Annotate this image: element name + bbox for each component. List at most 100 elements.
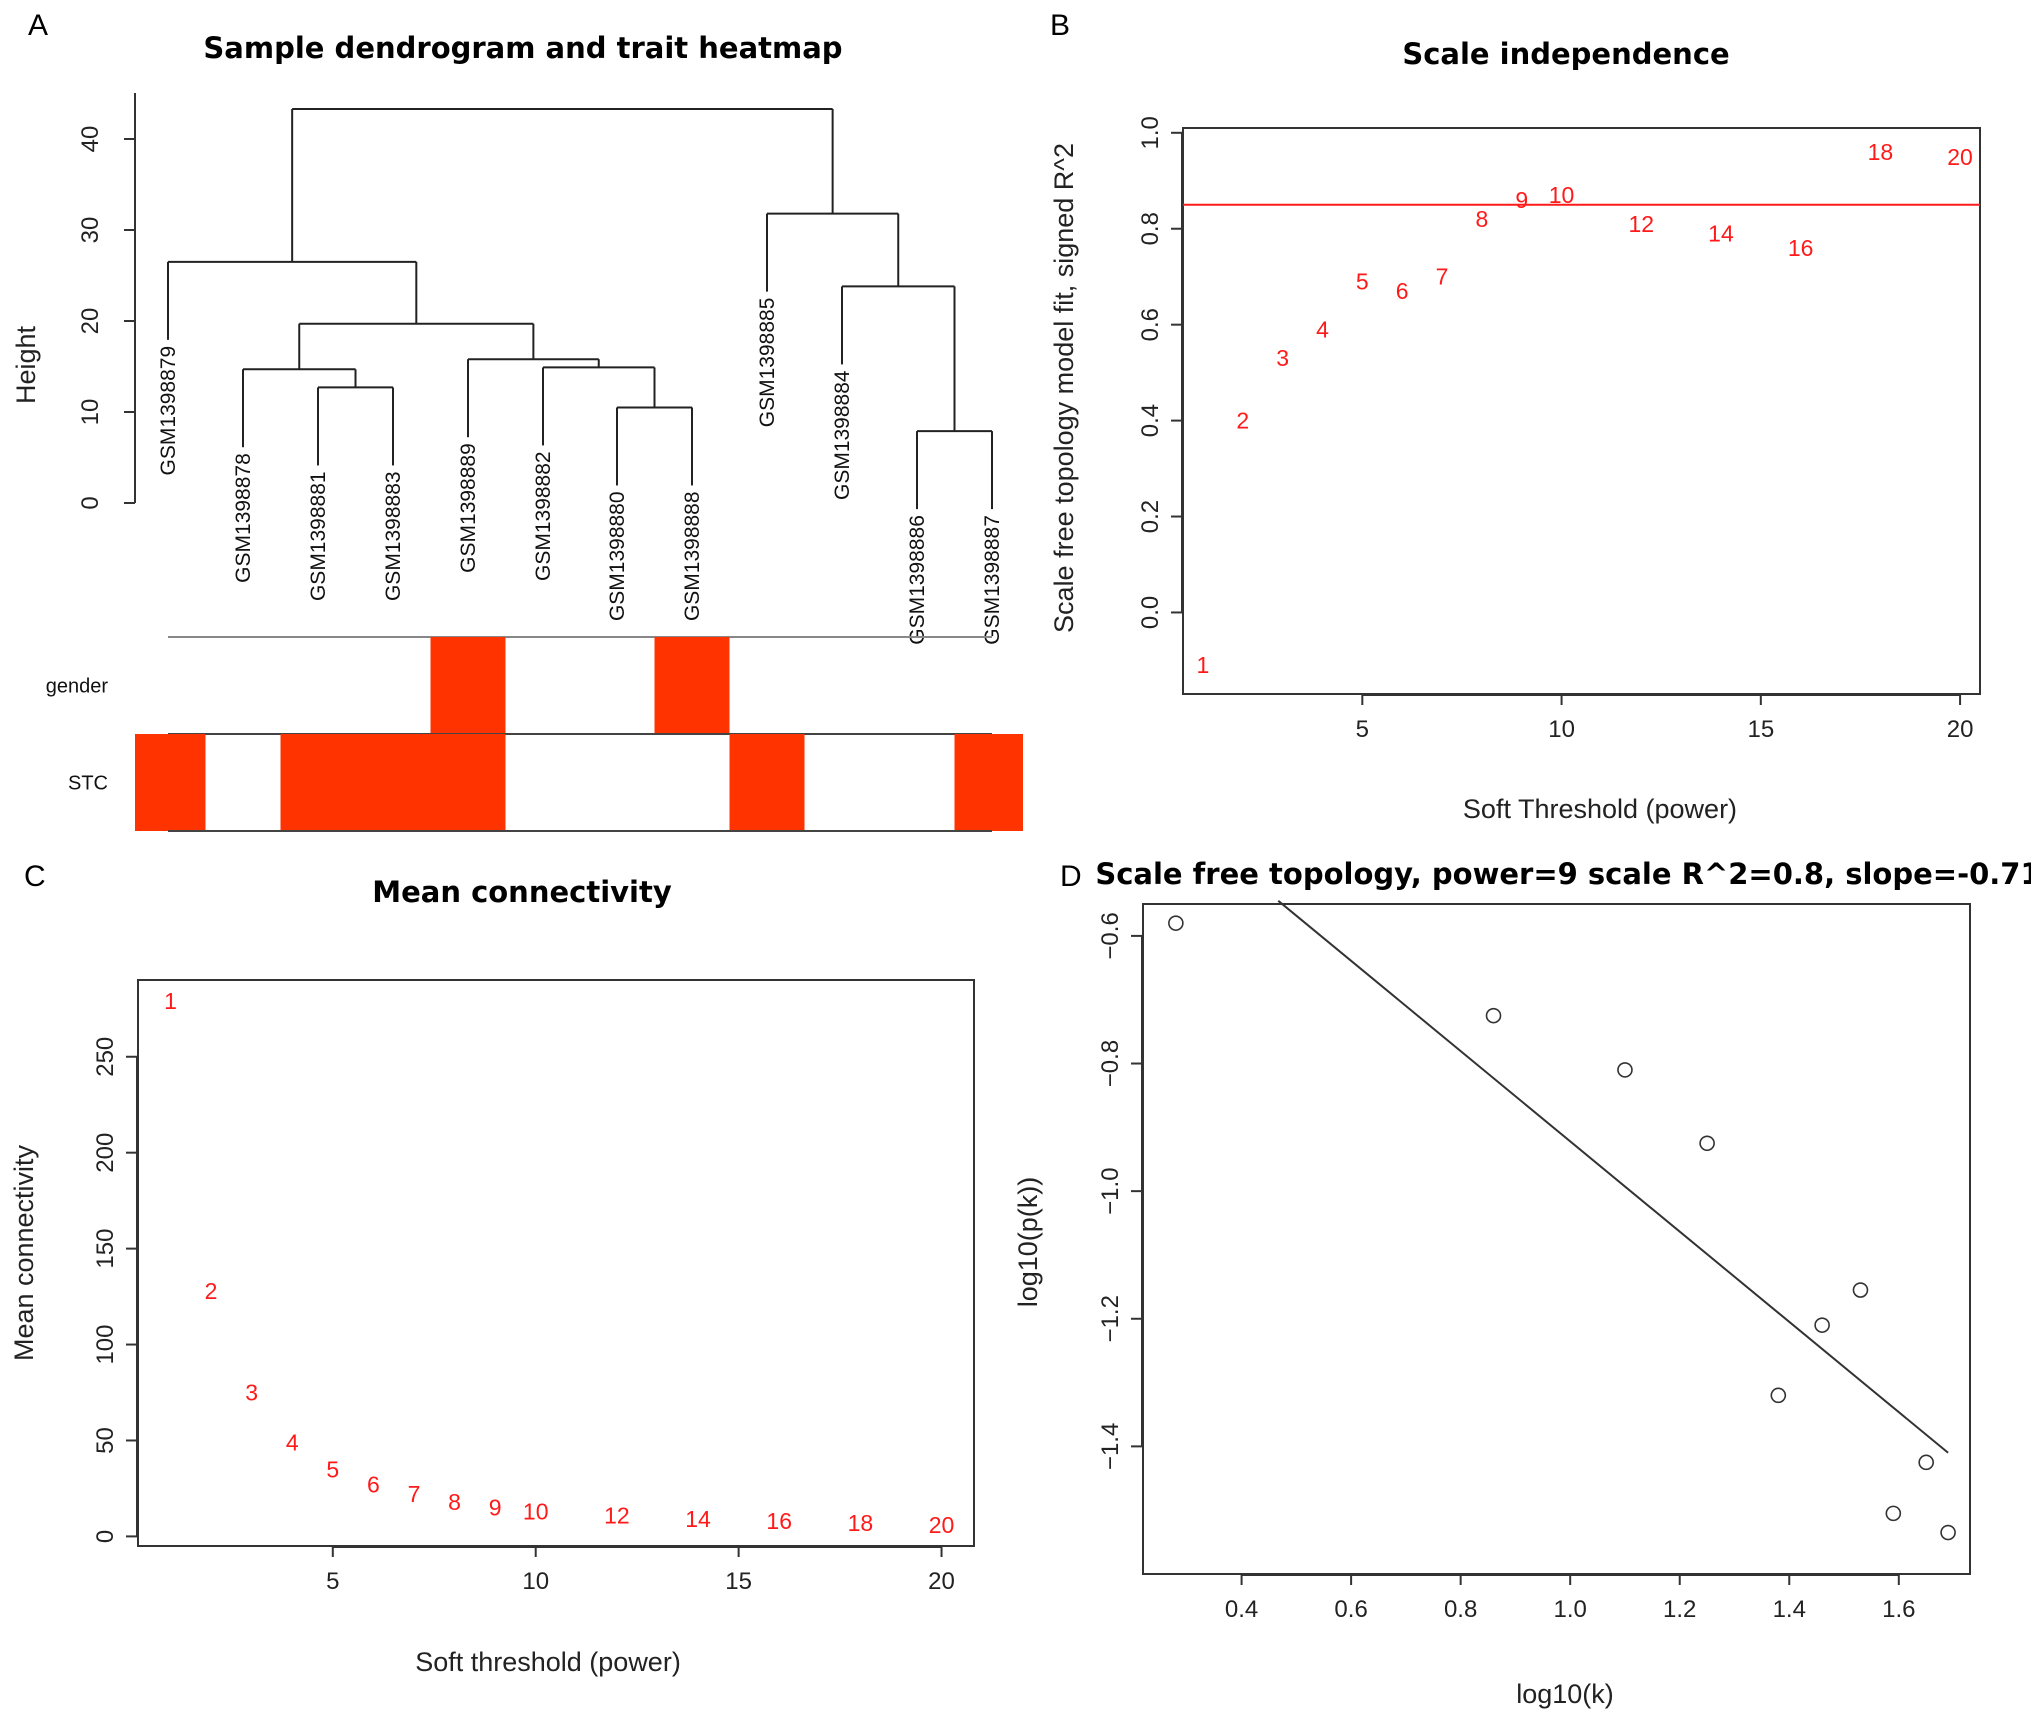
degree-point (1852, 1282, 1869, 1298)
dendro-leaf-label: GSM1398883 (382, 471, 405, 601)
degree-point (1918, 1454, 1934, 1471)
trait-cell (355, 734, 431, 831)
dendro-leaf-label: GSM1398882 (532, 451, 555, 581)
power-point-label: 6 (1396, 278, 1409, 304)
panel-c: C Mean connectivity Soft threshold (powe… (9, 860, 975, 1677)
panel-d-axes: 0.4 0.6 0.8 1.0 1.2 1.4 1.6 −0.6 −0.8 −1.0 −1.2 −1.… (1097, 912, 1915, 1623)
trait-cell (729, 734, 805, 831)
power-point-label: 9 (1515, 187, 1528, 213)
x-tick-label: 5 (1356, 716, 1369, 743)
y-tick-label: 0.4 (1137, 404, 1164, 437)
power-point-label: 20 (1947, 144, 1973, 170)
connectivity-point-label: 7 (408, 1481, 421, 1507)
connectivity-point-label: 10 (523, 1498, 549, 1524)
y-tick-label: −1.2 (1097, 1295, 1124, 1342)
panel-a-label: A (28, 9, 48, 42)
a-ytick-label: 10 (77, 399, 104, 426)
degree-point (1617, 1062, 1633, 1078)
dendro-leaf-label: GSM1398878 (232, 453, 255, 583)
y-tick-label: −1.0 (1097, 1167, 1124, 1214)
dendro-leaf-label: GSM1398881 (307, 471, 330, 601)
degree-point (1814, 1317, 1830, 1333)
panel-c-label: C (24, 860, 46, 893)
power-point-label: 7 (1436, 264, 1449, 290)
panel-b-plot-frame (1182, 127, 1981, 695)
panel-a-ylabel: Height (11, 325, 41, 404)
x-tick-label: 10 (522, 1568, 549, 1595)
connectivity-point-label: 14 (685, 1506, 711, 1532)
x-tick-label: 15 (725, 1568, 752, 1595)
y-tick-label: 0.2 (1137, 500, 1164, 533)
x-tick-label: 10 (1548, 716, 1575, 743)
connectivity-point-label: 18 (848, 1510, 874, 1536)
y-tick-label: 0.6 (1137, 308, 1164, 341)
dendro-leaf-label: GSM1398885 (756, 298, 779, 428)
degree-point (1168, 915, 1184, 931)
x-tick-label: 1.6 (1882, 1596, 1915, 1623)
panel-d-plot-frame (1142, 903, 1971, 1575)
power-point-label: 18 (1868, 139, 1894, 165)
trait-label: STC (68, 773, 108, 795)
x-tick-label: 1.0 (1554, 1596, 1587, 1623)
dendro-leaf-label: GSM1398880 (606, 491, 629, 621)
y-tick-label: −1.4 (1097, 1423, 1124, 1470)
connectivity-point-label: 5 (326, 1456, 339, 1482)
panel-b-xlabel: Soft Threshold (power) (1463, 794, 1737, 824)
a-ytick-label: 0 (77, 496, 104, 509)
x-tick-label: 0.4 (1225, 1596, 1258, 1623)
a-ytick-label: 40 (77, 126, 104, 153)
y-tick-label: 0.8 (1137, 212, 1164, 245)
panel-d-ylabel: log10(p(k)) (1013, 1177, 1043, 1308)
a-ytick-label: 30 (77, 217, 104, 244)
y-tick-label: 0.0 (1137, 596, 1164, 629)
dendro-leaf-label: GSM1398889 (457, 443, 480, 573)
y-tick-label: −0.8 (1097, 1040, 1124, 1087)
fit-line (1277, 900, 1949, 1454)
dendro-leaf-label: GSM1398884 (831, 370, 854, 500)
trait-cell (654, 637, 730, 734)
dendro-leaf-label: GSM1398879 (157, 346, 180, 476)
panel-d-title: Scale free topology, power=9 scale R^2=0… (1095, 857, 2031, 891)
connectivity-point-label: 6 (367, 1472, 380, 1498)
x-tick-label: 0.6 (1334, 1596, 1367, 1623)
trait-cell (430, 637, 506, 734)
trait-cell (954, 734, 1023, 831)
power-point-label: 14 (1708, 221, 1734, 247)
power-point-label: 10 (1549, 182, 1575, 208)
panel-c-ylabel: Mean connectivity (9, 1144, 39, 1361)
power-point-label: 3 (1276, 345, 1289, 371)
x-tick-label: 1.2 (1663, 1596, 1696, 1623)
y-tick-label: 150 (92, 1229, 119, 1269)
connectivity-point-label: 8 (448, 1489, 461, 1515)
panel-b-label: B (1050, 9, 1070, 42)
x-tick-label: 20 (1947, 716, 1974, 743)
power-point-label: 5 (1356, 268, 1369, 294)
panel-c-xlabel: Soft threshold (power) (415, 1647, 681, 1677)
connectivity-point-label: 4 (286, 1429, 299, 1455)
connectivity-point-label: 16 (766, 1508, 792, 1534)
x-tick-label: 15 (1747, 716, 1774, 743)
panel-c-plot-frame (137, 979, 975, 1547)
y-tick-label: 250 (92, 1037, 119, 1077)
y-tick-label: 50 (92, 1427, 119, 1454)
power-point-label: 16 (1788, 235, 1814, 261)
degree-point (1485, 1007, 1502, 1024)
dendro-leaf-label: GSM1398886 (906, 515, 929, 645)
x-tick-label: 1.4 (1773, 1596, 1806, 1623)
panel-a: A Sample dendrogram and trait heatmap He… (11, 9, 1023, 832)
y-tick-label: 0 (92, 1530, 119, 1543)
panel-b: B Scale independence Soft Threshold (pow… (1049, 9, 1981, 824)
trait-cell (280, 734, 356, 831)
panel-a-title: Sample dendrogram and trait heatmap (203, 31, 842, 65)
degree-point (1940, 1524, 1956, 1541)
degree-point (1885, 1505, 1902, 1522)
panel-c-title: Mean connectivity (372, 875, 672, 909)
y-tick-label: 1.0 (1137, 116, 1164, 149)
connectivity-point-label: 2 (205, 1278, 218, 1304)
connectivity-point-label: 1 (164, 988, 177, 1014)
connectivity-point-label: 3 (245, 1380, 258, 1406)
power-point-label: 4 (1316, 316, 1329, 342)
